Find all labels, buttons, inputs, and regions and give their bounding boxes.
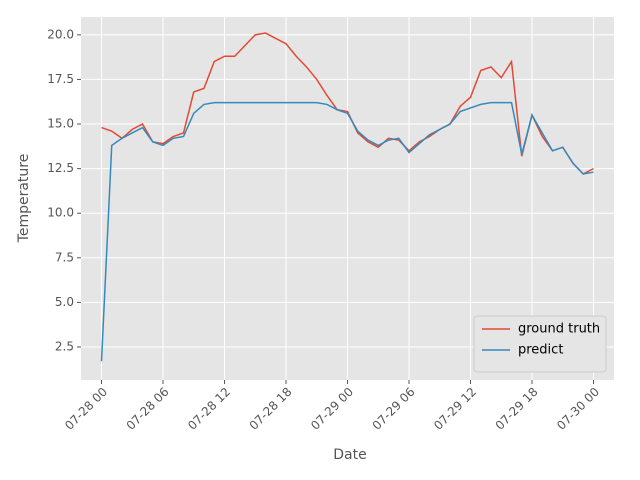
y-tick-label: 12.5	[47, 161, 74, 175]
legend-label: ground truth	[518, 322, 600, 337]
series-line	[101, 32, 594, 175]
x-tick-label: 07-28 06	[124, 385, 172, 433]
y-tick-label: 7.5	[55, 250, 74, 264]
legend-box	[473, 315, 607, 373]
series-line	[100, 101, 594, 362]
y-tick-label: 20.0	[47, 27, 74, 41]
x-tick-label: 07-29 18	[493, 385, 541, 433]
x-tick-label: 07-28 18	[247, 385, 295, 433]
y-tick-label: 15.0	[47, 117, 74, 131]
x-tick-label: 07-29 12	[431, 385, 479, 433]
x-tick-label: 07-29 00	[308, 385, 356, 433]
y-tick-label: 5.0	[55, 295, 74, 309]
y-axis-label: Temperature	[16, 154, 32, 244]
x-tick-label: 07-29 06	[370, 385, 418, 433]
x-tick-label: 07-28 12	[185, 385, 233, 433]
x-axis-label: Date	[333, 447, 366, 463]
x-tick-label: 07-28 00	[62, 385, 110, 433]
y-tick-label: 10.0	[47, 206, 74, 220]
legend-label: predict	[518, 343, 563, 358]
y-tick-label: 2.5	[55, 340, 74, 354]
y-tick-label: 17.5	[47, 72, 74, 86]
x-tick-label: 07-30 00	[554, 385, 602, 433]
